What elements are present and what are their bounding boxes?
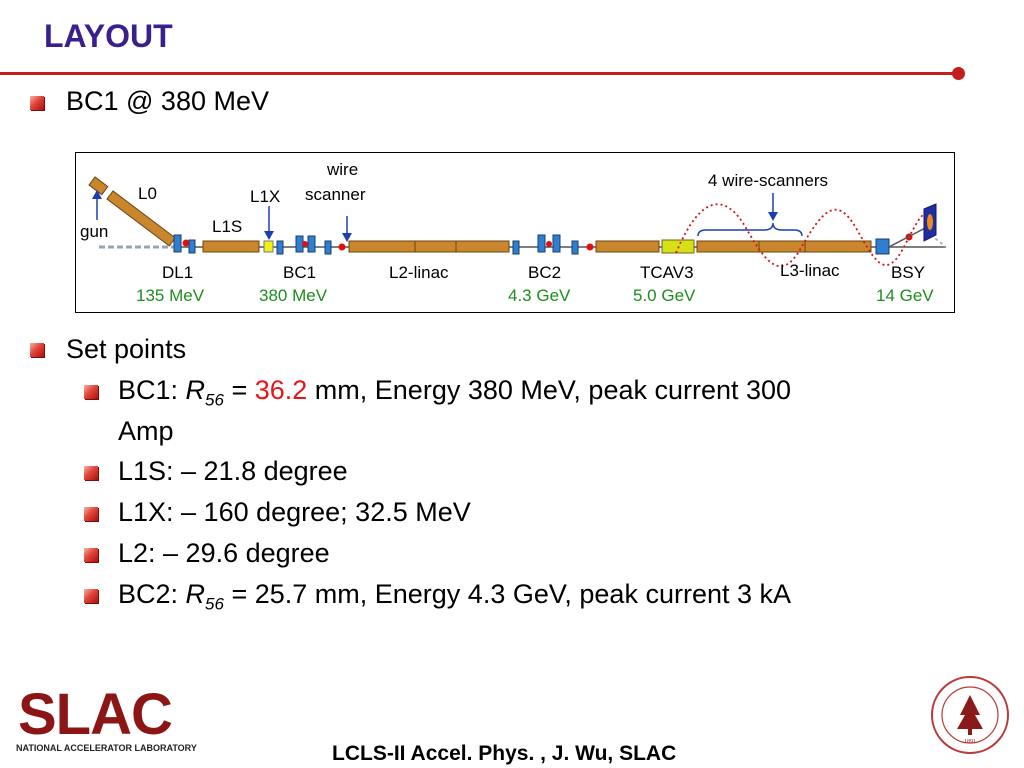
bc2-marker — [546, 241, 552, 247]
beam-envelope-wave — [675, 203, 932, 268]
bullet-icon — [30, 96, 44, 110]
wire-scanner-arrow-head — [342, 233, 352, 242]
label-bc1: BC1 — [283, 263, 317, 282]
tree-icon — [957, 695, 983, 729]
gun-arrow-head — [92, 190, 102, 199]
sub-bullet-icon — [84, 548, 98, 562]
bullet-icon — [30, 343, 44, 357]
bc1-rest: mm, Energy 380 MeV, peak current 300 — [307, 375, 792, 405]
beamline-drawing — [88, 176, 947, 268]
bc2-magnet-3 — [552, 234, 561, 253]
bc1-magnet-3 — [307, 235, 316, 253]
sub-bullet-icon — [84, 589, 98, 603]
label-bsy: BSY — [891, 263, 926, 282]
bc2-magnet-4 — [571, 240, 579, 255]
dl1-magnet — [173, 234, 182, 253]
bc1-magnet-1 — [276, 240, 284, 255]
seal-year: 1891 — [964, 739, 976, 745]
l3-linac-section-1 — [595, 240, 660, 253]
setpoint-bc1: BC1: R56 = 36.2 mm, Energy 380 MeV, peak… — [118, 375, 791, 410]
dl1-magnet-2 — [188, 239, 196, 254]
bullet-bc1-380: BC1 @ 380 MeV — [66, 86, 270, 116]
l1x-arrow-head — [264, 231, 274, 240]
wire-scanners-arrow-head — [768, 212, 778, 221]
label-l3-linac: L3-linac — [780, 261, 840, 280]
label-bc2: BC2 — [528, 263, 562, 282]
bc1-magnet-2 — [295, 235, 304, 253]
energy-bc1: 380 MeV — [259, 286, 328, 305]
gun-cavity — [88, 176, 109, 196]
l2-linac — [348, 240, 510, 253]
label-tcav3: TCAV3 — [640, 263, 694, 282]
accelerator-layout-diagram: gun L0 L1X L1S wire scanner 4 wire-scann… — [75, 152, 955, 313]
title-underline — [0, 72, 960, 75]
energy-dl1: 135 MeV — [136, 286, 205, 305]
bc1-equals: = — [223, 375, 255, 405]
l1x-cavity — [263, 240, 274, 253]
setpoint-l1s: L1S: – 21.8 degree — [118, 456, 348, 486]
setpoint-bc2: BC2: R56 = 25.7 mm, Energy 4.3 GeV, peak… — [118, 579, 791, 614]
wire-scanners-bracket — [697, 222, 803, 237]
bc2-magnet-2 — [537, 234, 546, 253]
stanford-seal-icon: 1891 — [931, 676, 1009, 754]
label-scanner: scanner — [305, 185, 366, 204]
label-4-wire-scanners: 4 wire-scanners — [708, 171, 828, 190]
label-l1s: L1S — [212, 217, 243, 236]
label-wire: wire — [327, 160, 359, 179]
bc2-exit-marker — [586, 243, 594, 251]
dl1-marker — [182, 239, 190, 247]
wire-scanner-marker — [338, 243, 346, 251]
slac-logo: SLAC — [18, 684, 173, 747]
bullet-set-points: Set points — [66, 334, 187, 364]
bc1-r-subscript: 56 — [205, 390, 224, 410]
energy-bsy: 14 GeV — [876, 286, 934, 305]
l0-cavity — [106, 190, 177, 247]
slac-logo-text: SLAC — [18, 684, 172, 747]
sub-bullet-icon — [84, 466, 98, 480]
energy-tcav3: 5.0 GeV — [633, 286, 696, 305]
title-underline-dot — [952, 67, 965, 80]
bc2-prefix: BC2: — [118, 579, 186, 609]
bc1-prefix: BC1: — [118, 375, 186, 405]
bc1-r56-value: 36.2 — [254, 375, 308, 405]
bc2-magnet-1 — [512, 240, 520, 255]
label-l2-linac: L2-linac — [389, 263, 449, 282]
footer-credit: LCLS-II Accel. Phys. , J. Wu, SLAC — [332, 742, 677, 765]
slac-logo-subtitle: NATIONAL ACCELERATOR LABORATORY — [16, 743, 197, 753]
energy-bc2: 4.3 GeV — [508, 286, 571, 305]
bc1-marker — [302, 241, 308, 247]
bc1-r-symbol: R — [185, 375, 206, 405]
setpoint-l2: L2: – 29.6 degree — [118, 538, 330, 568]
sub-bullet-icon — [84, 385, 98, 399]
label-dl1: DL1 — [162, 263, 194, 282]
setpoint-l1x: L1X: – 160 degree; 32.5 MeV — [118, 497, 471, 527]
bsy-magnet — [875, 238, 890, 255]
l3-linac — [696, 240, 872, 253]
label-gun: gun — [80, 222, 109, 241]
sub-bullet-icon — [84, 507, 98, 521]
label-l1x: L1X — [250, 187, 281, 206]
setpoint-bc1-continuation: Amp — [118, 416, 174, 446]
label-l0: L0 — [138, 184, 157, 203]
bsy-dashed-line — [925, 230, 947, 248]
l1s-linac — [202, 240, 260, 253]
bc1-magnet-4 — [324, 240, 332, 255]
beam-dump-core — [927, 214, 933, 230]
bc2-r-symbol: R — [185, 579, 206, 609]
bc2-r-subscript: 56 — [205, 594, 224, 614]
slide-title: LAYOUT — [44, 18, 173, 54]
bc2-rest: = 25.7 mm, Energy 4.3 GeV, peak current … — [223, 579, 792, 609]
